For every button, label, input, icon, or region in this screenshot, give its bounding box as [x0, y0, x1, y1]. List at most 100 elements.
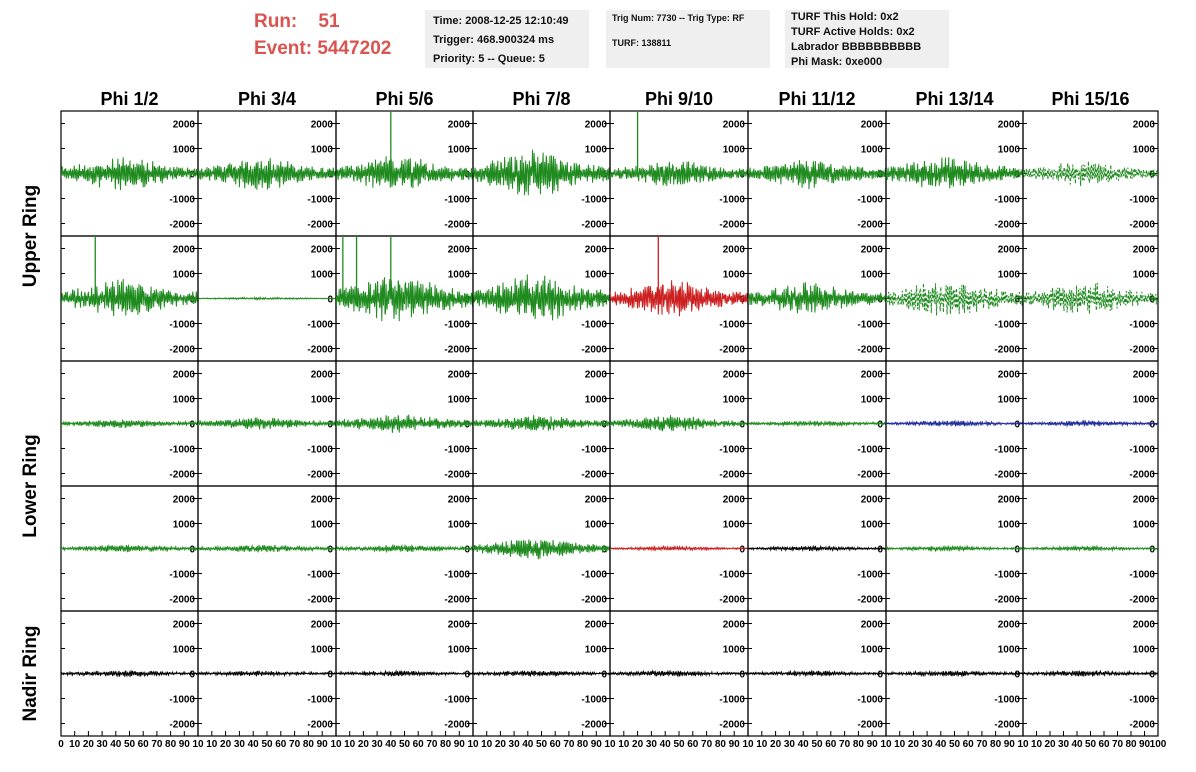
y-tick-label: 1000 [1133, 645, 1156, 656]
x-tick-label: 70 [151, 739, 163, 750]
ring-label-3: Nadir Ring [20, 625, 41, 721]
y-tick-label: 1000 [1133, 270, 1156, 281]
x-tick-label: 10 [467, 739, 479, 750]
y-tick-label: 1000 [998, 270, 1021, 281]
y-tick-label: 2000 [861, 370, 884, 381]
x-tick-label: 60 [963, 739, 975, 750]
column-header-5: Phi 9/10 [645, 89, 713, 109]
column-header-2: Phi 3/4 [238, 89, 296, 109]
waveform-trace [336, 156, 473, 189]
y-tick-label: 0 [327, 295, 333, 306]
y-tick-label: 0 [1014, 670, 1020, 681]
x-tick-label: 40 [798, 739, 810, 750]
waveform-trace [748, 419, 886, 428]
turf-hold-line: TURF This Hold: 0x2 [791, 11, 899, 23]
phi-mask-line: Phi Mask: 0xe000 [791, 56, 883, 68]
y-tick-label: 1000 [861, 145, 884, 156]
y-tick-label: -1000 [169, 445, 195, 456]
x-tick-label: 10 [604, 739, 616, 750]
panel-r5-c2: -2000 -1000 0 1000 2000 [197, 610, 337, 737]
y-tick-label: -2000 [857, 220, 883, 231]
waveform-trace [886, 157, 1023, 189]
waveform-trace [1023, 544, 1158, 553]
x-tick-label: 10 [1031, 739, 1043, 750]
y-tick-label: 1000 [173, 520, 196, 531]
x-tick-label: 20 [908, 739, 920, 750]
y-tick-label: 2000 [585, 120, 608, 131]
x-tick-label: 80 [165, 739, 177, 750]
y-tick-label: 2000 [861, 245, 884, 256]
y-tick-label: 1000 [1133, 520, 1156, 531]
y-tick-label: -1000 [169, 320, 195, 331]
y-tick-label: 1000 [998, 645, 1021, 656]
ring-label-1: Upper Ring [20, 185, 41, 287]
waveform-trace [610, 161, 748, 187]
panel-r5-c7: -2000 -1000 0 1000 2000 [885, 610, 1024, 737]
y-tick-label: 2000 [448, 620, 471, 631]
y-tick-label: 2000 [448, 370, 471, 381]
y-tick-label: -1000 [444, 445, 470, 456]
x-tick-label: 0 [58, 739, 64, 750]
y-tick-label: -1000 [444, 195, 470, 206]
waveform-trace [336, 669, 473, 678]
waveform-trace [886, 544, 1023, 553]
trigger-line: Trigger: 468.900324 ms [433, 34, 555, 46]
x-tick-label: 90 [591, 739, 603, 750]
y-tick-label: 0 [464, 670, 470, 681]
y-tick-label: -1000 [1129, 445, 1155, 456]
y-tick-label: 2000 [1133, 495, 1156, 506]
y-tick-label: -1000 [307, 570, 333, 581]
waveform-trace [610, 280, 748, 317]
y-tick-label: 1000 [311, 520, 334, 531]
x-tick-label: 50 [949, 739, 961, 750]
y-tick-label: 0 [189, 420, 195, 431]
turf-active-line: TURF Active Holds: 0x2 [791, 26, 915, 38]
y-tick-label: 2000 [723, 245, 746, 256]
y-tick-label: -1000 [994, 695, 1020, 706]
x-tick-label: 30 [509, 739, 521, 750]
x-tick-label: 90 [454, 739, 466, 750]
y-tick-label: 2000 [173, 245, 196, 256]
y-tick-label: -1000 [857, 195, 883, 206]
waveform-trace [610, 544, 748, 552]
x-tick-label: 80 [303, 739, 315, 750]
waveform-trace [198, 157, 336, 190]
x-tick-label: 10 [880, 739, 892, 750]
y-tick-label: 1000 [723, 520, 746, 531]
panel-r3-c5: -2000 -1000 0 1000 2000 [609, 360, 749, 487]
x-tick-label: 40 [110, 739, 122, 750]
waveform-trace [886, 669, 1023, 678]
y-tick-label: 2000 [585, 245, 608, 256]
y-tick-label: -2000 [307, 345, 333, 356]
x-tick-label: 90 [179, 739, 191, 750]
x-tick-label: 40 [522, 739, 534, 750]
x-tick-label: 90 [1004, 739, 1016, 750]
y-tick-label: -2000 [857, 345, 883, 356]
y-tick-label: 2000 [311, 620, 334, 631]
x-tick-label: 10 [1017, 739, 1029, 750]
panel-r4-c1: -2000 -1000 0 1000 2000 [60, 485, 199, 612]
y-tick-label: 1000 [173, 395, 196, 406]
y-tick-label: -2000 [444, 720, 470, 731]
x-tick-label: 90 [1139, 739, 1151, 750]
waveform-trace [473, 539, 610, 560]
x-tick-label: 80 [715, 739, 727, 750]
y-tick-label: 2000 [173, 495, 196, 506]
y-tick-label: -1000 [307, 445, 333, 456]
y-tick-label: 1000 [448, 395, 471, 406]
y-tick-label: 2000 [1133, 245, 1156, 256]
x-tick-label: 30 [784, 739, 796, 750]
panel-r4-c6: -2000 -1000 0 1000 2000 [747, 485, 887, 612]
x-tick-label: 50 [811, 739, 823, 750]
y-tick-label: 1000 [448, 270, 471, 281]
y-tick-label: -1000 [994, 195, 1020, 206]
y-tick-label: -2000 [719, 345, 745, 356]
y-tick-label: -2000 [1129, 595, 1155, 606]
waveform-trace [336, 277, 473, 322]
y-tick-label: -1000 [581, 320, 607, 331]
